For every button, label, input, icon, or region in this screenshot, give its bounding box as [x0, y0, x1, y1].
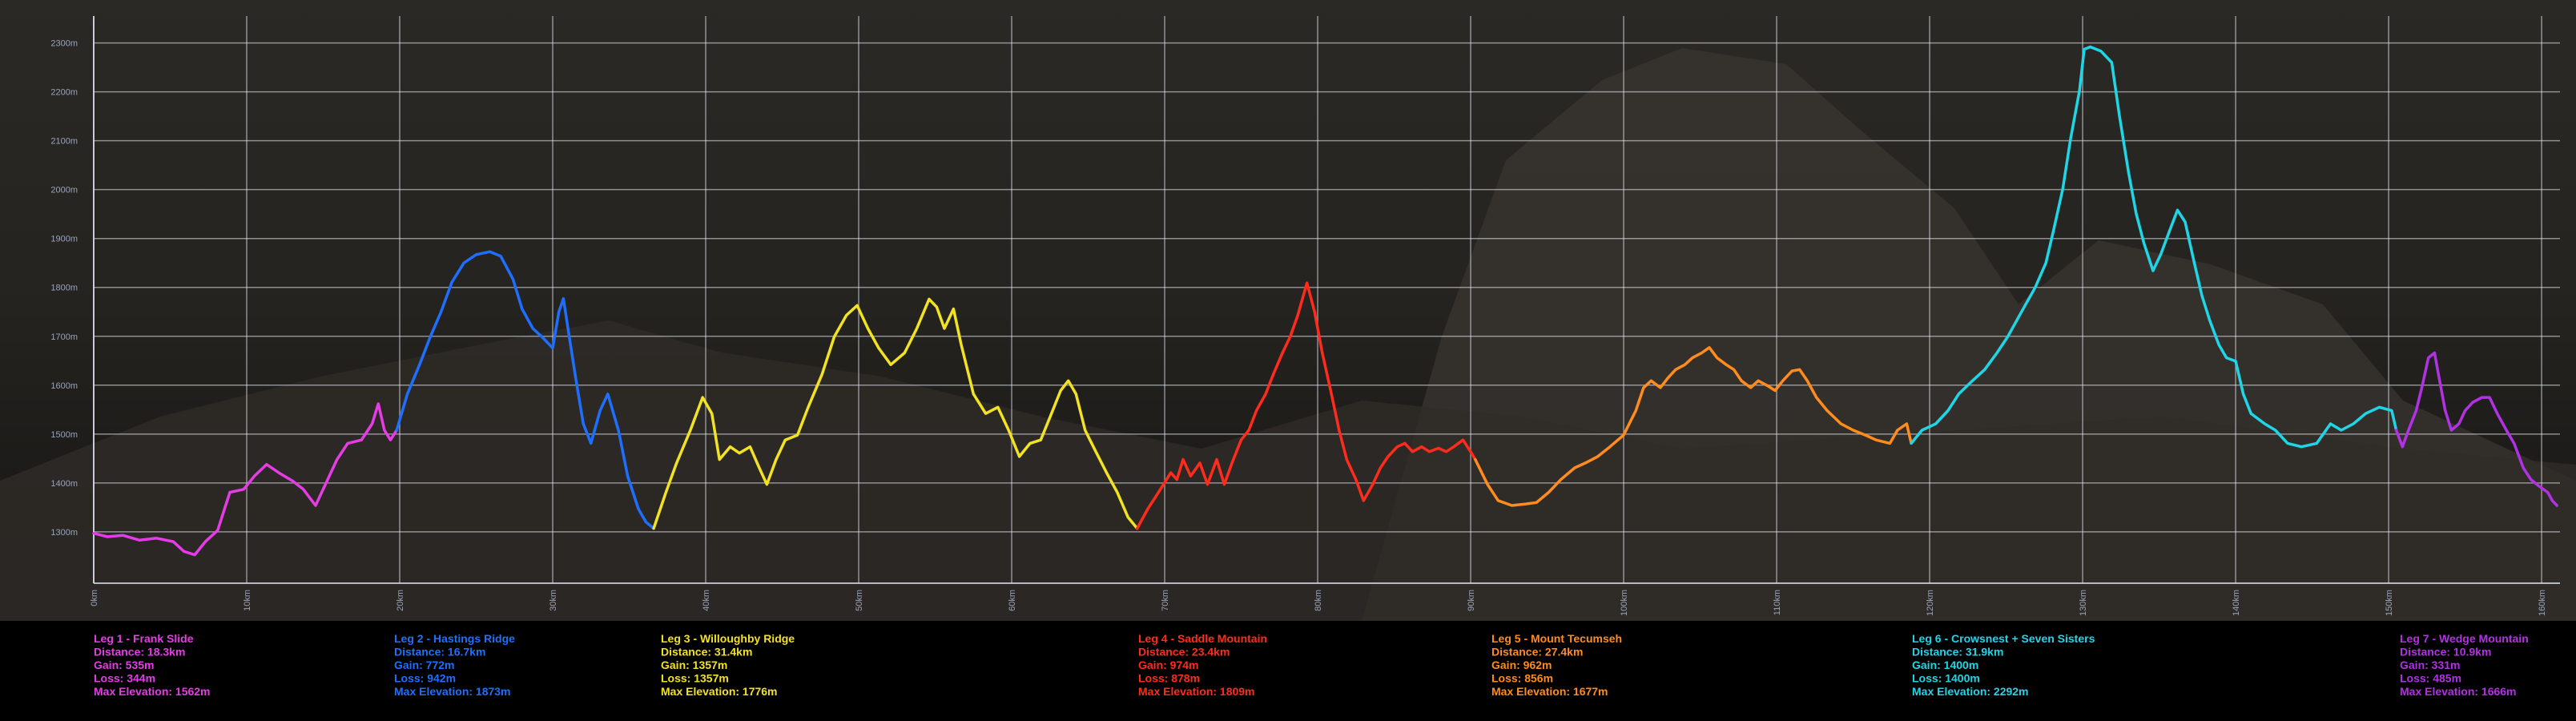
- legend-detail: Distance: 31.9km: [1912, 646, 2003, 659]
- x-tick-label: 50km: [855, 590, 864, 611]
- x-tick-label: 130km: [2079, 590, 2088, 616]
- legend-detail: Distance: 23.4km: [1138, 646, 1230, 659]
- x-tick-label: 110km: [1773, 590, 1782, 615]
- x-tick-label: 120km: [1926, 590, 1935, 616]
- elevation-line: [1135, 281, 1477, 530]
- y-tick-label: 2100m: [50, 137, 78, 147]
- y-tick-label: 2300m: [50, 39, 78, 49]
- elevation-line: [2394, 351, 2558, 507]
- x-tick-label: 0km: [90, 590, 99, 606]
- legend-detail: Max Elevation: 1873m: [394, 685, 511, 698]
- legend-detail: Gain: 331m: [2400, 659, 2460, 671]
- legend-detail: Loss: 856m: [1491, 672, 1553, 685]
- elevation-line: [652, 297, 1139, 530]
- legend-detail: Loss: 485m: [2400, 672, 2461, 685]
- x-tick-label: 70km: [1161, 590, 1170, 611]
- legend-entry: Leg 5 - Mount Tecumseh: [1491, 632, 1622, 645]
- legend-detail: Loss: 344m: [94, 672, 155, 685]
- legend-detail: Distance: 27.4km: [1491, 646, 1583, 659]
- elevation-line: [1910, 45, 2398, 449]
- legend-detail: Loss: 1357m: [661, 672, 729, 685]
- legend-detail: Gain: 962m: [1491, 659, 1552, 671]
- legend-detail: Distance: 18.3km: [94, 646, 185, 659]
- legend-detail: Gain: 535m: [94, 659, 154, 671]
- legend-detail: Max Elevation: 1809m: [1138, 685, 1255, 698]
- legend-detail: Gain: 1357m: [661, 659, 727, 671]
- y-tick-label: 1700m: [50, 332, 78, 342]
- legend-band: [0, 621, 2576, 721]
- legend-detail: Distance: 10.9km: [2400, 646, 2491, 659]
- legend-detail: Max Elevation: 1562m: [94, 685, 211, 698]
- legend-detail: Distance: 31.4km: [661, 646, 752, 659]
- y-tick-label: 1300m: [50, 528, 78, 538]
- y-tick-label: 1600m: [50, 381, 78, 391]
- elevation-line: [92, 402, 398, 557]
- legend-detail: Max Elevation: 2292m: [1912, 685, 2029, 698]
- legend-entry: Leg 4 - Saddle Mountain: [1138, 632, 1267, 645]
- x-tick-label: 160km: [2538, 590, 2547, 616]
- legend-detail: Loss: 942m: [394, 672, 456, 685]
- legend-detail: Max Elevation: 1776m: [661, 685, 778, 698]
- legend-detail: Loss: 878m: [1138, 672, 1200, 685]
- legend-entry: Leg 7 - Wedge Mountain: [2400, 632, 2529, 645]
- y-tick-label: 1900m: [50, 235, 78, 244]
- x-tick-label: 60km: [1008, 590, 1017, 611]
- y-tick-label: 1500m: [50, 430, 78, 440]
- legend-entry: Leg 1 - Frank Slide: [94, 632, 194, 645]
- ridge-silhouette: [0, 320, 2576, 621]
- legend-detail: Distance: 16.7km: [394, 646, 485, 659]
- x-tick-label: 10km: [243, 590, 252, 611]
- x-tick-label: 80km: [1314, 590, 1323, 611]
- legend-entry: Leg 6 - Crowsnest + Seven Sisters: [1912, 632, 2095, 645]
- legend-entry: Leg 3 - Willoughby Ridge: [661, 632, 795, 645]
- y-tick-label: 1400m: [50, 479, 78, 489]
- x-tick-label: 40km: [702, 590, 711, 611]
- elevation-line: [395, 250, 655, 530]
- x-tick-label: 100km: [1620, 590, 1629, 616]
- legend-detail: Gain: 1400m: [1912, 659, 1978, 671]
- legend-detail: Gain: 974m: [1138, 659, 1198, 671]
- y-tick-label: 2000m: [50, 186, 78, 195]
- elevation-line: [1474, 346, 1913, 507]
- x-tick-label: 150km: [2385, 590, 2394, 616]
- legend-detail: Max Elevation: 1666m: [2400, 685, 2517, 698]
- x-tick-label: 90km: [1467, 590, 1476, 611]
- x-tick-label: 20km: [396, 590, 405, 611]
- x-tick-label: 30km: [549, 590, 558, 611]
- y-tick-label: 2200m: [50, 88, 78, 98]
- y-tick-label: 1800m: [50, 284, 78, 293]
- legend-detail: Gain: 772m: [394, 659, 454, 671]
- legend-detail: Max Elevation: 1677m: [1491, 685, 1608, 698]
- legend-detail: Loss: 1400m: [1912, 672, 1980, 685]
- legend-entry: Leg 2 - Hastings Ridge: [394, 632, 515, 645]
- x-tick-label: 140km: [2232, 590, 2241, 616]
